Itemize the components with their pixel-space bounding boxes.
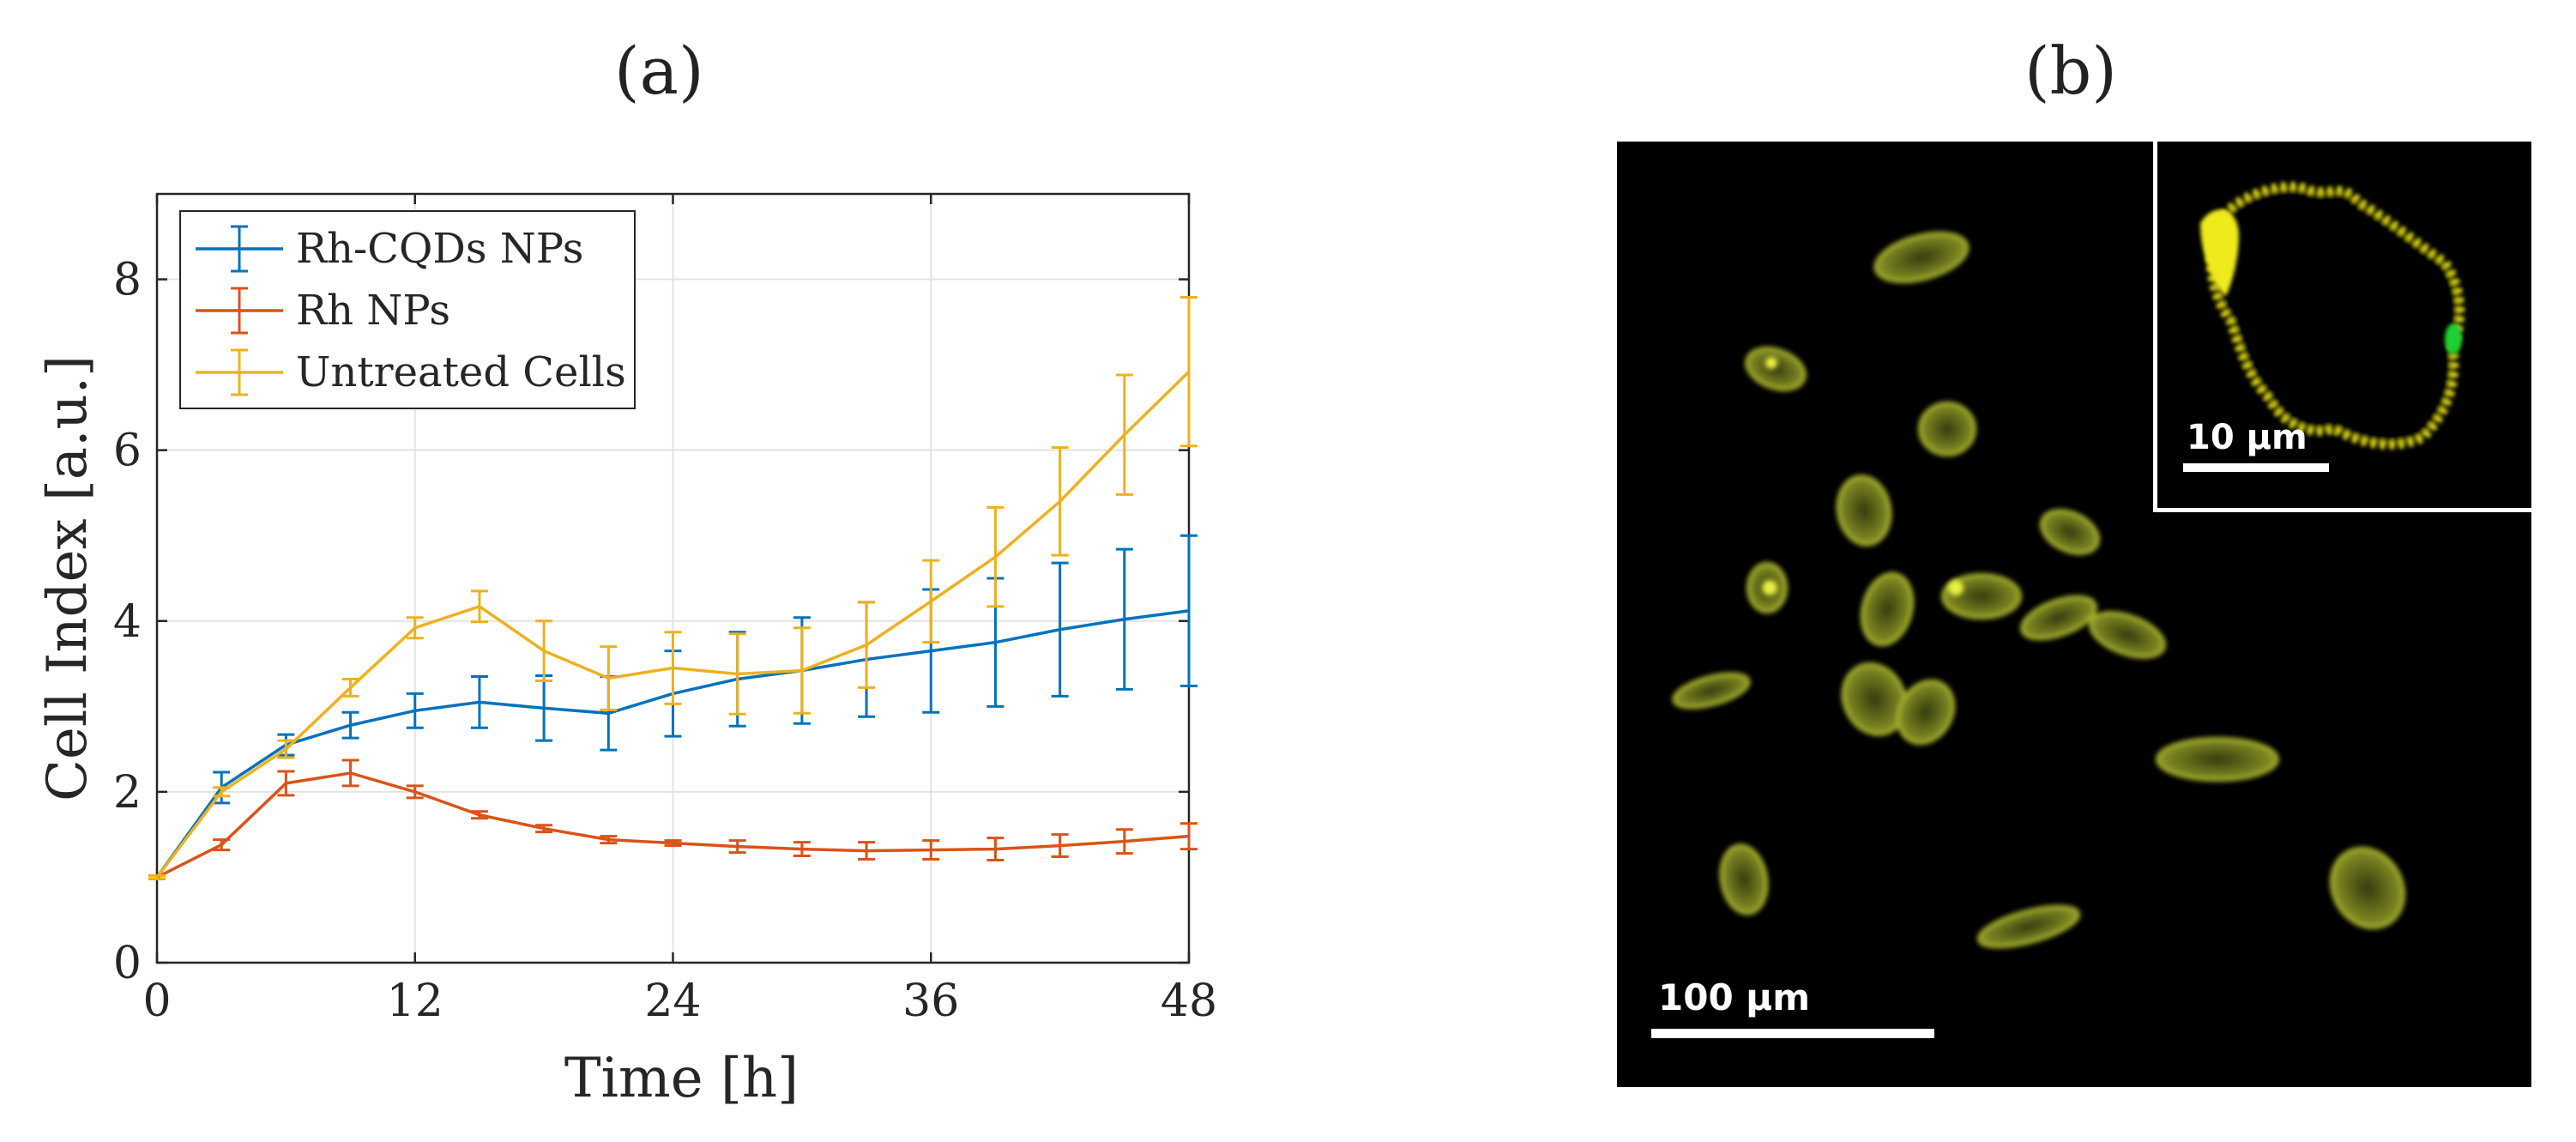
cell (2039, 509, 2101, 555)
cell (1976, 904, 2081, 949)
cell (1896, 679, 1956, 746)
svg-text:100 µm: 100 µm (1658, 976, 1810, 1018)
y-tick-label: 0 (113, 938, 142, 989)
y-axis-label: Cell Index [a.u.] (36, 355, 100, 801)
cell (1860, 571, 1915, 647)
main-scalebar: 100 µm (1651, 976, 1934, 1038)
inset-cell-membrane (2205, 182, 2465, 450)
inset-bright-patch (2200, 209, 2239, 296)
cell (1918, 402, 1976, 456)
micrograph-cells: 100 µm (1651, 231, 2406, 1038)
cell (2156, 737, 2279, 782)
cell (1719, 843, 1769, 915)
legend-label: Rh NPs (296, 287, 450, 335)
y-tick-label: 8 (113, 255, 142, 306)
y-tick-label: 4 (113, 596, 142, 648)
x-tick-label: 12 (387, 976, 443, 1027)
legend-label: Untreated Cells (296, 348, 626, 396)
cell (2020, 595, 2097, 641)
fluorescence-micrograph: 100 µm (1617, 142, 2531, 1087)
series-line (155, 370, 1191, 879)
x-tick-label: 24 (644, 976, 701, 1027)
cell (1672, 672, 1751, 710)
series-line (156, 771, 1190, 879)
x-axis-label: Time [h] (564, 1047, 799, 1110)
x-tick-label: 0 (142, 976, 171, 1027)
panel-a-label: (a) (614, 33, 704, 109)
cell-group (1672, 231, 2406, 949)
panel-b: (b) (1287, 0, 2576, 1142)
cell (1841, 662, 1908, 736)
inset-green-spot (2445, 323, 2462, 354)
cell (1745, 347, 1807, 391)
cell-nuclei-bright (1762, 357, 1964, 595)
cell (1836, 474, 1892, 547)
panel-a: (a) 0 12 24 36 48 0 2 4 6 8 Time [h] Cell Index [a.… (0, 0, 1287, 1142)
series-2 (148, 295, 1198, 880)
series-1 (148, 758, 1198, 880)
y-tick-label: 2 (113, 767, 142, 819)
cell (1873, 231, 1970, 284)
svg-text:10 µm: 10 µm (2187, 418, 2308, 457)
panel-b-label: (b) (2024, 33, 2117, 109)
legend-label: Rh-CQDs NPs (296, 225, 583, 273)
inset-cell: 10 µm (2183, 182, 2465, 472)
inset-scalebar: 10 µm (2183, 418, 2329, 472)
legend-box (179, 210, 636, 409)
x-tick-label: 48 (1161, 976, 1217, 1027)
y-tick-label: 6 (113, 426, 142, 477)
cell (2329, 846, 2406, 930)
cell (2089, 611, 2166, 659)
x-tick-label: 36 (902, 976, 959, 1027)
inset-micrograph: 10 µm (2153, 142, 2531, 512)
